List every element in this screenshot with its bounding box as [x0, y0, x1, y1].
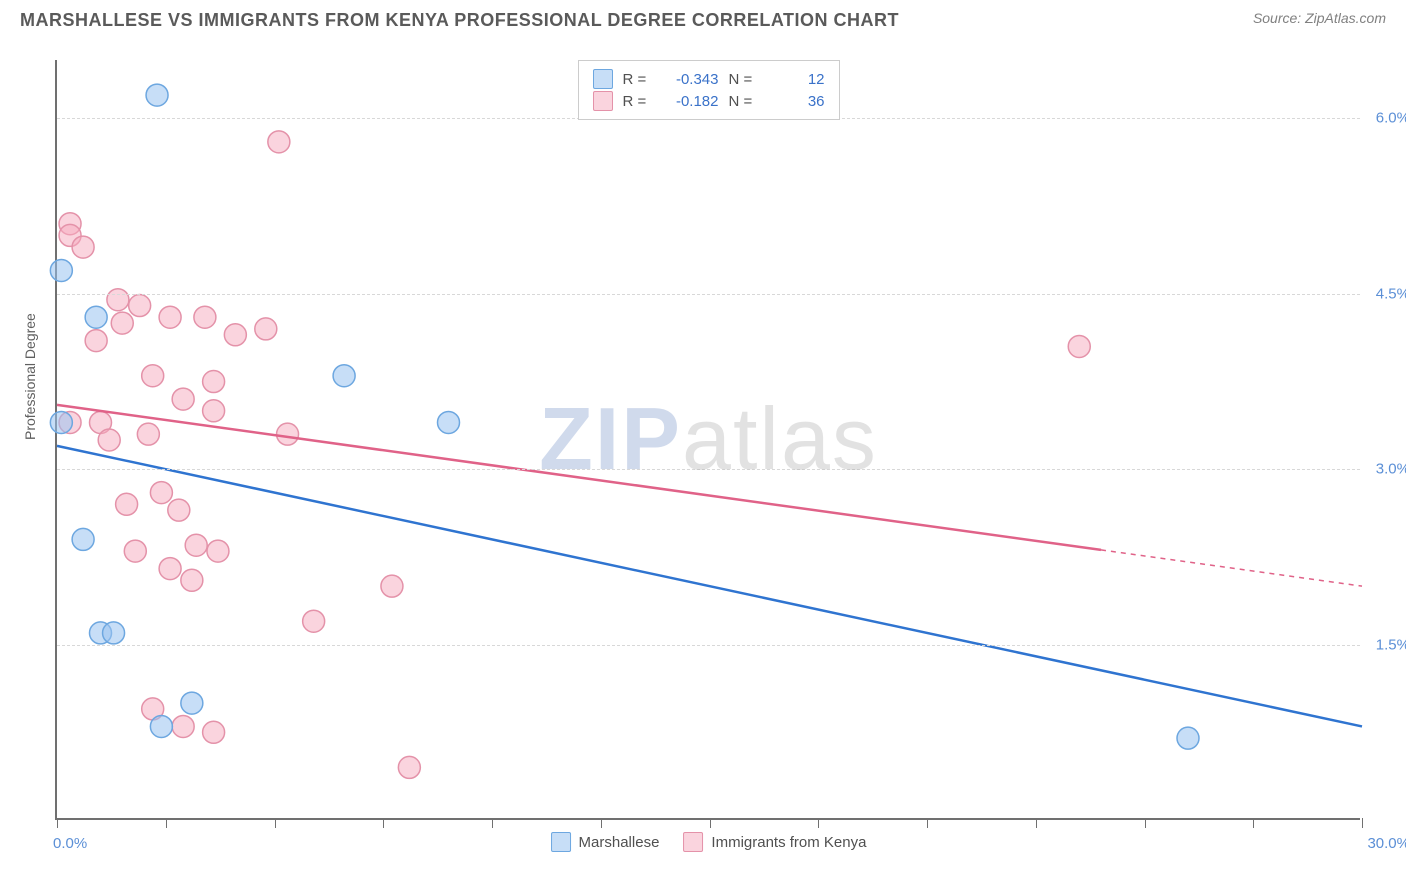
legend-swatch-kenya [683, 832, 703, 852]
x-tick [1362, 818, 1363, 828]
swatch-kenya [593, 91, 613, 111]
stats-row-kenya: R =-0.182 N =36 [593, 91, 825, 111]
legend-label-kenya: Immigrants from Kenya [711, 834, 866, 851]
scatter-point-kenya [207, 540, 229, 562]
trend-line-dashed-kenya [1101, 550, 1362, 586]
x-tick [710, 818, 711, 828]
scatter-point-kenya [181, 569, 203, 591]
scatter-point-kenya [203, 721, 225, 743]
x-tick [1036, 818, 1037, 828]
scatter-point-marshallese [50, 411, 72, 433]
gridline [57, 469, 1360, 470]
x-tick [275, 818, 276, 828]
scatter-point-kenya [1068, 335, 1090, 357]
scatter-point-kenya [168, 499, 190, 521]
x-tick [1253, 818, 1254, 828]
swatch-marshallese [593, 69, 613, 89]
scatter-point-kenya [137, 423, 159, 445]
x-tick [1145, 818, 1146, 828]
y-tick-label: 3.0% [1365, 461, 1406, 478]
legend-label-marshallese: Marshallese [579, 834, 660, 851]
x-min-label: 0.0% [53, 835, 87, 852]
x-tick [492, 818, 493, 828]
scatter-point-kenya [255, 318, 277, 340]
chart-title: MARSHALLESE VS IMMIGRANTS FROM KENYA PRO… [20, 10, 899, 31]
scatter-point-kenya [98, 429, 120, 451]
chart-plot-area: ZIPatlas R =-0.343 N =12 R =-0.182 N =36… [55, 60, 1360, 820]
trend-line-marshallese [57, 446, 1362, 727]
scatter-point-kenya [172, 388, 194, 410]
scatter-point-kenya [111, 312, 133, 334]
y-tick-label: 4.5% [1365, 285, 1406, 302]
scatter-point-kenya [159, 558, 181, 580]
scatter-point-kenya [194, 306, 216, 328]
legend-item-kenya: Immigrants from Kenya [683, 832, 866, 852]
x-tick [383, 818, 384, 828]
x-tick [166, 818, 167, 828]
scatter-point-kenya [124, 540, 146, 562]
x-tick [57, 818, 58, 828]
scatter-point-marshallese [333, 365, 355, 387]
scatter-point-kenya [268, 131, 290, 153]
scatter-point-kenya [150, 482, 172, 504]
legend-swatch-marshallese [551, 832, 571, 852]
correlation-stats-box: R =-0.343 N =12 R =-0.182 N =36 [578, 60, 840, 120]
gridline [57, 645, 1360, 646]
scatter-point-kenya [142, 365, 164, 387]
scatter-point-kenya [107, 289, 129, 311]
scatter-point-kenya [116, 493, 138, 515]
scatter-point-kenya [381, 575, 403, 597]
legend-item-marshallese: Marshallese [551, 832, 660, 852]
scatter-point-marshallese [1177, 727, 1199, 749]
scatter-point-kenya [303, 610, 325, 632]
gridline [57, 294, 1360, 295]
scatter-point-kenya [398, 756, 420, 778]
scatter-point-marshallese [150, 715, 172, 737]
scatter-point-kenya [185, 534, 207, 556]
x-max-label: 30.0% [1367, 835, 1406, 852]
scatter-point-kenya [277, 423, 299, 445]
y-tick-label: 1.5% [1365, 636, 1406, 653]
x-tick [927, 818, 928, 828]
scatter-point-kenya [129, 295, 151, 317]
scatter-point-kenya [159, 306, 181, 328]
scatter-point-marshallese [85, 306, 107, 328]
scatter-point-marshallese [438, 411, 460, 433]
x-tick [818, 818, 819, 828]
scatter-svg [57, 60, 1360, 818]
scatter-point-kenya [172, 715, 194, 737]
x-tick [601, 818, 602, 828]
stats-row-marshallese: R =-0.343 N =12 [593, 69, 825, 89]
y-axis-label: Professional Degree [22, 313, 38, 440]
scatter-point-kenya [85, 330, 107, 352]
scatter-point-marshallese [72, 528, 94, 550]
y-tick-label: 6.0% [1365, 110, 1406, 127]
source-attribution: Source: ZipAtlas.com [1253, 10, 1386, 26]
scatter-point-marshallese [146, 84, 168, 106]
scatter-point-marshallese [50, 259, 72, 281]
trend-line-kenya [57, 405, 1101, 550]
scatter-point-kenya [203, 400, 225, 422]
scatter-point-kenya [203, 371, 225, 393]
bottom-legend: Marshallese Immigrants from Kenya [551, 832, 867, 852]
scatter-point-kenya [72, 236, 94, 258]
scatter-point-marshallese [103, 622, 125, 644]
scatter-point-marshallese [181, 692, 203, 714]
scatter-point-kenya [224, 324, 246, 346]
